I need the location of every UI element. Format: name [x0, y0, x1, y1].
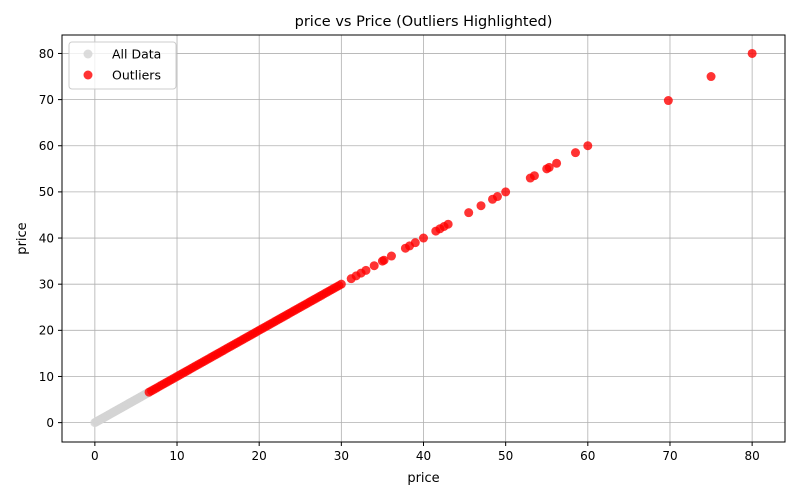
y-axis-label: price: [15, 222, 30, 254]
data-point-outliers: [419, 233, 428, 243]
x-tick-label: 30: [334, 449, 349, 463]
data-point-outliers: [476, 201, 486, 211]
y-tick-label: 0: [46, 416, 54, 430]
x-axis-label: price: [407, 471, 439, 486]
data-point-outliers: [464, 208, 474, 218]
data-point-outliers: [361, 265, 371, 275]
x-tick-label: 50: [498, 449, 513, 463]
legend: All Data Outliers: [68, 41, 177, 90]
data-point-outliers: [501, 187, 511, 197]
y-axis-ticks: 0 10 20 30 40 50 60 70 80: [39, 47, 62, 430]
data-points: [90, 48, 757, 428]
data-point-outliers: [663, 96, 673, 106]
data-point-outliers: [706, 72, 716, 82]
x-tick-label: 20: [252, 449, 267, 463]
data-point-outliers: [386, 251, 396, 261]
y-tick-label: 40: [39, 231, 54, 245]
y-tick-label: 30: [39, 277, 54, 291]
data-point-outliers: [583, 141, 593, 151]
x-tick-label: 70: [662, 449, 677, 463]
data-point-outliers: [492, 192, 502, 202]
y-tick-label: 60: [39, 139, 54, 153]
data-point-outliers: [747, 48, 757, 58]
data-point-outliers: [544, 162, 554, 172]
data-point-outliers: [336, 279, 346, 289]
data-point-outliers: [410, 238, 420, 248]
chart-title: price vs Price (Outliers Highlighted): [295, 14, 553, 30]
y-tick-label: 10: [39, 370, 54, 384]
data-point-outliers: [443, 219, 453, 229]
legend-marker-outliers: [83, 70, 93, 80]
x-tick-label: 0: [91, 449, 99, 463]
x-tick-label: 80: [744, 449, 759, 463]
y-tick-label: 70: [39, 93, 54, 107]
x-tick-label: 60: [580, 449, 595, 463]
data-point-outliers: [529, 171, 539, 181]
x-tick-label: 40: [416, 449, 431, 463]
data-point-outliers: [552, 158, 562, 168]
x-axis-ticks: 0 10 20 30 40 50 60 70 80: [91, 442, 760, 463]
data-point-outliers: [369, 261, 379, 271]
legend-marker-all-data: [83, 49, 93, 59]
legend-box: [68, 41, 177, 90]
data-point-outliers: [570, 148, 580, 158]
legend-label-all-data: All Data: [112, 47, 161, 62]
y-tick-label: 50: [39, 185, 54, 199]
data-point-outliers: [379, 255, 389, 265]
legend-label-outliers: Outliers: [112, 68, 161, 83]
y-tick-label: 80: [39, 47, 54, 61]
x-tick-label: 10: [169, 449, 184, 463]
y-tick-label: 20: [39, 324, 54, 338]
